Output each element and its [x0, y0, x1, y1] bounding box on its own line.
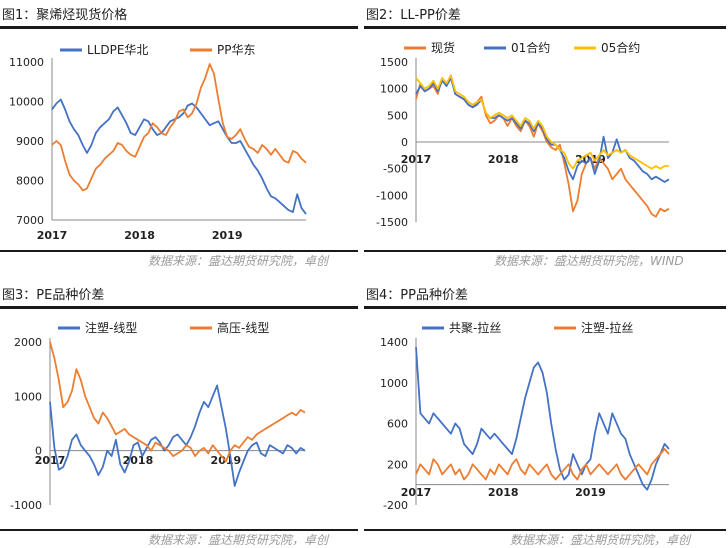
legend-label-2: 高压-线型: [217, 320, 269, 335]
legend-label-1: 共聚-拉丝: [449, 320, 501, 335]
panel-1-bottom-rule: [0, 250, 358, 252]
x-tick-label: 2017: [401, 153, 432, 166]
y-tick-label: 1000: [380, 83, 408, 96]
panel-3-top-rule: [0, 306, 358, 309]
legend-label-3: 05合约: [601, 40, 640, 55]
y-tick-label: -1500: [376, 216, 408, 229]
legend-label-2: PP华东: [217, 43, 255, 57]
y-tick-label: 8000: [16, 175, 44, 188]
y-tick-label: 1000: [14, 390, 42, 403]
x-tick-label: 2019: [575, 486, 606, 499]
series-line-2: [49, 341, 306, 463]
panel-2-top-rule: [364, 26, 726, 29]
y-tick-label: 1000: [380, 377, 408, 390]
y-tick-label: -500: [383, 163, 408, 176]
chart-4-svg: -200 200 600 1000 1400 2017 2018 2019 共聚-拉丝 注塑-拉丝: [380, 320, 670, 512]
panel-4-title: 图4：PP品种价差: [366, 288, 468, 303]
y-tick-label: 0: [401, 136, 408, 149]
series-line-1: [51, 98, 307, 215]
panel-1-title: 图1：聚烯烃现货价格: [2, 8, 128, 23]
y-tick-label: -1000: [10, 499, 42, 512]
y-tick-label: 600: [387, 418, 408, 431]
panel-2-bottom-rule: [364, 250, 726, 252]
panel-4-source: 数据来源：盛达期货研究院，卓创: [510, 533, 691, 547]
x-tick-label: 2019: [212, 229, 243, 242]
panel-1: 图1：聚烯烃现货价格 7000 8000 9000 10000 11000 2017 201…: [0, 0, 360, 270]
panel-2-title: 图2：LL-PP价差: [366, 8, 461, 23]
y-tick-label: 1500: [380, 56, 408, 69]
y-tick-label: 10000: [9, 96, 44, 109]
x-tick-label: 2017: [401, 486, 432, 499]
panel-2: 图2：LL-PP价差 -1500 -1000 -500 0 500 1000 1500 201…: [364, 0, 728, 270]
y-tick-label: -200: [383, 499, 408, 512]
series-line-3: [415, 74, 669, 170]
y-tick-label: 1400: [380, 336, 408, 349]
x-tick-label: 2017: [37, 229, 68, 242]
chart-1-svg: 7000 8000 9000 10000 11000 2017 2018 2019 LLDPE华…: [9, 43, 307, 242]
legend-label-1: 注塑-线型: [85, 320, 137, 335]
y-tick-label: 7000: [16, 214, 44, 227]
panel-4: 图4：PP品种价差 -200 200 600 1000 1400 2017 2018 2019…: [364, 276, 728, 548]
legend-label-2: 注塑-拉丝: [581, 320, 633, 335]
y-tick-label: 9000: [16, 135, 44, 148]
y-tick-label: 500: [387, 109, 408, 122]
series-line-1: [415, 74, 670, 218]
y-tick-label: 11000: [9, 56, 44, 69]
panel-1-source: 数据来源：盛达期货研究院，卓创: [148, 254, 329, 268]
legend-label-1: 现货: [431, 40, 455, 55]
legend-label-2: 01合约: [511, 40, 550, 55]
legend-label-1: LLDPE华北: [87, 43, 148, 57]
panel-4-bottom-rule: [364, 529, 726, 531]
x-tick-label: 2017: [35, 454, 66, 467]
panel-4-top-rule: [364, 306, 726, 309]
series-line-1: [415, 347, 670, 491]
series-line-1: [49, 384, 306, 487]
series-line-2: [415, 448, 670, 481]
panel-3: 图3：PE品种价差 -1000 0 1000 2000 2017 2018 2019 注塑-线…: [0, 276, 360, 548]
y-tick-label: 2000: [14, 336, 42, 349]
panel-3-title: 图3：PE品种价差: [2, 288, 105, 303]
panel-2-source: 数据来源：盛达期货研究院，WIND: [494, 254, 684, 268]
series-line-2: [415, 77, 670, 183]
y-tick-label: 0: [35, 445, 42, 458]
panel-1-top-rule: [0, 26, 358, 29]
panel-3-source: 数据来源：盛达期货研究院，卓创: [148, 533, 329, 547]
x-tick-label: 2018: [488, 153, 519, 166]
x-tick-label: 2018: [488, 486, 519, 499]
panel-3-bottom-rule: [0, 529, 358, 531]
y-tick-label: 200: [387, 458, 408, 471]
series-line-2: [51, 63, 307, 192]
x-tick-label: 2018: [124, 229, 155, 242]
y-tick-label: -1000: [376, 189, 408, 202]
